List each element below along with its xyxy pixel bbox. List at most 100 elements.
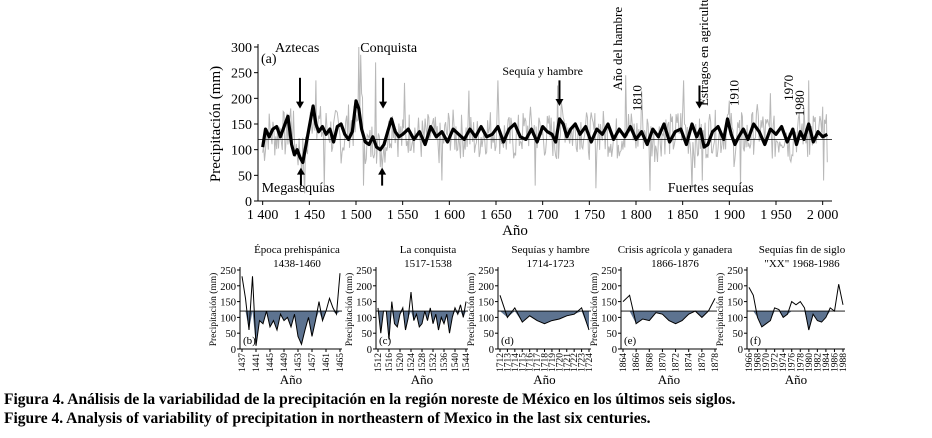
y-tick-label: 300 xyxy=(231,41,252,56)
annotation-label: 1810 xyxy=(630,85,645,111)
y-tick-label: 0 xyxy=(612,345,617,356)
x-tick-label: 1870 xyxy=(658,353,668,372)
panel-b: 0 50 100 150 200 250 1437 1441 1445 1449 1453 1457 1… xyxy=(208,244,346,385)
x-tick-label: 1520 xyxy=(396,353,406,372)
x-tick-label: 1516 xyxy=(385,353,395,372)
x-tick-label: 1974 xyxy=(779,353,789,372)
deficit-area xyxy=(623,311,715,324)
y-tick-label: 100 xyxy=(220,313,236,324)
y-tick-label: 100 xyxy=(727,313,743,324)
series-line xyxy=(241,273,341,346)
panel-label: (b) xyxy=(243,335,256,347)
x-tick-label: 1988 xyxy=(839,353,849,372)
panel-label: (c) xyxy=(379,335,392,347)
figure-chart: 0 50 100 150 200 250 300 1 400 1 450 1 500 1 550 1 … xyxy=(208,0,849,385)
x-tick-label: 1465 xyxy=(336,353,346,372)
y-tick-label: 150 xyxy=(478,298,494,309)
x-tick-label: 1441 xyxy=(252,353,262,372)
annotation-arrow-head xyxy=(555,99,564,107)
panel-d: 0501001502002501712171317141715171617171… xyxy=(466,244,595,385)
x-tick-label: 1 850 xyxy=(667,208,699,223)
y-tick-label: 100 xyxy=(356,313,372,324)
y-axis-title: Precipitación (mm) xyxy=(208,66,224,182)
x-tick-label: 1878 xyxy=(711,353,721,372)
caption-spanish: Figura 4. Análisis de la variabilidad de… xyxy=(4,391,736,408)
y-tick-label: 50 xyxy=(484,329,495,340)
y-tick-label: 0 xyxy=(489,345,494,356)
panel-title: Sequías fin de siglo xyxy=(759,244,846,256)
x-tick-label: 1536 xyxy=(440,353,450,372)
annotation-label: Fuertes sequías xyxy=(668,181,754,196)
x-axis-title: Año xyxy=(785,372,807,385)
y-tick-label: 100 xyxy=(601,313,617,324)
deficit-area xyxy=(749,311,843,330)
x-tick-label: 1724 xyxy=(585,353,595,372)
x-tick-label: 1528 xyxy=(418,353,428,372)
x-tick-label: 1461 xyxy=(322,353,332,372)
x-axis-title: Año xyxy=(533,372,555,385)
y-axis-title: Precipitación (mm) xyxy=(208,273,219,347)
x-axis-title: Año xyxy=(502,223,528,239)
annotation-arrow-head xyxy=(695,101,704,109)
annotation-label: Estragos en agricultura xyxy=(696,0,711,106)
panel-subtitle: 1517-1538 xyxy=(404,258,452,270)
panel-title: Época prehispánica xyxy=(254,244,340,256)
x-tick-label: 1524 xyxy=(407,353,417,372)
panel-subtitle: 1866-1876 xyxy=(651,258,699,270)
x-tick-label: 1719 xyxy=(548,353,558,372)
x-tick-label: 1970 xyxy=(762,353,772,372)
x-tick-label: 1874 xyxy=(685,353,695,372)
x-tick-label: 1968 xyxy=(754,353,764,372)
x-tick-label: 1864 xyxy=(619,353,629,372)
y-tick-label: 150 xyxy=(220,298,236,309)
deficit-area xyxy=(378,311,466,340)
x-tick-label: 1876 xyxy=(698,353,708,372)
x-tick-label: 1532 xyxy=(429,353,439,372)
y-tick-label: 200 xyxy=(356,282,372,293)
x-tick-label: 1716 xyxy=(526,353,536,372)
panel-title: Sequías y hambre xyxy=(511,244,589,256)
x-tick-label: 1980 xyxy=(805,353,815,372)
x-tick-label: 1 500 xyxy=(340,208,372,223)
x-tick-label: 1713 xyxy=(503,353,513,372)
panel-subtitle: 1438-1460 xyxy=(273,258,321,270)
y-tick-label: 0 xyxy=(231,345,236,356)
y-axis-title: Precipitación (mm) xyxy=(344,273,355,347)
series-line xyxy=(622,294,716,325)
y-tick-label: 250 xyxy=(231,67,252,82)
x-tick-label: 1 400 xyxy=(247,208,279,223)
annotation-label: Sequía y hambre xyxy=(502,64,583,78)
series-line xyxy=(377,292,467,340)
x-tick-label: 1720 xyxy=(555,353,565,372)
panel-title: Crisis agrícola y ganadera xyxy=(618,244,733,256)
y-tick-label: 200 xyxy=(220,282,236,293)
annotation-label: 1980 xyxy=(792,90,807,116)
annotation-label: Aztecas xyxy=(275,41,319,56)
y-tick-label: 250 xyxy=(356,266,372,277)
y-tick-label: 50 xyxy=(362,329,373,340)
y-tick-label: 50 xyxy=(607,329,618,340)
y-tick-label: 100 xyxy=(231,144,252,159)
y-tick-label: 200 xyxy=(478,282,494,293)
y-tick-label: 0 xyxy=(367,345,372,356)
y-tick-label: 150 xyxy=(601,298,617,309)
panel-label: (e) xyxy=(624,335,637,347)
y-tick-label: 50 xyxy=(733,329,744,340)
x-tick-label: 1984 xyxy=(822,353,832,372)
x-tick-label: 1457 xyxy=(308,353,318,372)
x-axis-title: Año xyxy=(658,372,680,385)
y-tick-label: 0 xyxy=(245,195,252,210)
y-tick-label: 250 xyxy=(478,266,494,277)
y-tick-label: 150 xyxy=(231,118,252,133)
x-tick-label: 1712 xyxy=(496,353,506,372)
panel-title: La conquista xyxy=(400,244,457,256)
panel-label: (a) xyxy=(261,52,277,67)
x-axis-title: Año xyxy=(411,372,433,385)
annotation-arrow-head xyxy=(379,101,388,109)
panel-subtitle: 1714-1723 xyxy=(527,258,575,270)
x-tick-label: 1868 xyxy=(645,353,655,372)
annotation-label: Megasequías xyxy=(262,181,335,196)
x-tick-label: 1978 xyxy=(796,353,806,372)
x-tick-label: 1 950 xyxy=(760,208,792,223)
